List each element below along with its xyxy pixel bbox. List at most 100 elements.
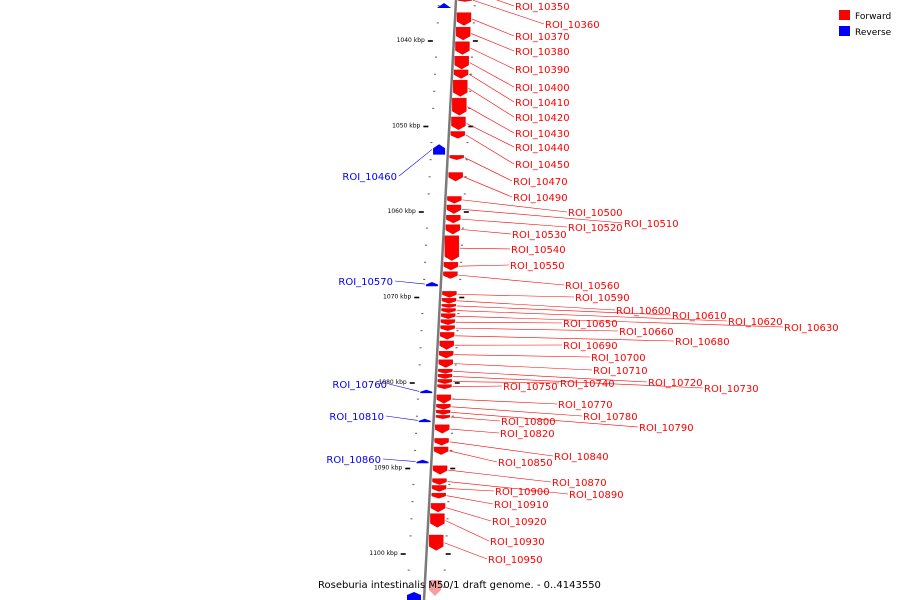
legend-forward-swatch <box>839 10 850 20</box>
label-callout-line <box>452 385 503 388</box>
gene-feature-forward <box>434 438 449 446</box>
label-callout-line <box>463 176 513 198</box>
gene-feature-forward <box>441 308 456 313</box>
feature-label: ROI_10660 <box>619 327 674 338</box>
label-callout-line <box>450 416 501 422</box>
feature-label: ROI_10620 <box>728 317 783 328</box>
label-callout-line <box>455 327 619 332</box>
gene-feature-forward <box>444 235 460 261</box>
genome-backbone <box>422 0 458 600</box>
gene-feature-forward <box>439 351 454 359</box>
label-callout-line <box>445 520 490 542</box>
gene-feature-forward <box>448 172 463 182</box>
label-callout-line <box>466 123 515 148</box>
feature-label: ROI_10860 <box>326 455 381 466</box>
label-callout-line <box>455 335 675 342</box>
label-callout-line <box>461 208 624 224</box>
feature-label: ROI_10820 <box>500 429 555 440</box>
feature-label: ROI_10420 <box>515 113 570 124</box>
gene-feature-forward <box>433 446 449 455</box>
label-callouts <box>382 0 784 560</box>
feature-label: ROI_10490 <box>513 193 568 204</box>
gene-feature-forward <box>437 374 453 379</box>
gene-feature-forward <box>435 424 450 434</box>
gene-feature-forward <box>443 271 458 279</box>
label-callout-line <box>459 247 511 250</box>
feature-label: ROI_10780 <box>583 412 638 423</box>
feature-label: ROI_10370 <box>515 32 570 43</box>
feature-label: ROI_10760 <box>332 380 387 391</box>
label-callout-line <box>385 415 418 421</box>
label-callout-line <box>471 18 515 37</box>
feature-label: ROI_10430 <box>515 129 570 140</box>
feature-label: ROI_10450 <box>515 160 570 171</box>
feature-label: ROI_10470 <box>513 177 568 188</box>
gene-feature-forward <box>447 196 462 204</box>
feature-label: ROI_10500 <box>568 208 623 219</box>
feature-label: ROI_10740 <box>560 379 615 390</box>
gene-feature-forward <box>431 492 446 499</box>
label-callout-line <box>456 310 728 322</box>
gene-feature-forward <box>451 116 466 131</box>
label-callout-line <box>446 507 492 522</box>
feature-label: ROI_10900 <box>495 487 550 498</box>
kbp-ticks: 1040 kbp 1050 kbp 1060 kbp 1070 kbp 1080 kbp… <box>369 5 478 588</box>
feature-label: ROI_10750 <box>503 382 558 393</box>
feature-label: ROI_10690 <box>563 341 618 352</box>
feature-label: ROI_10650 <box>563 319 618 330</box>
label-callout-line <box>453 363 593 371</box>
gene-feature-forward <box>456 12 472 26</box>
label-callout-line <box>468 88 515 118</box>
label-callout-line <box>464 157 513 182</box>
gene-feature-forward <box>432 478 447 485</box>
legend-reverse-label: Reverse <box>855 28 892 38</box>
label-callout-line <box>449 450 498 463</box>
feature-label: ROI_10770 <box>558 400 613 411</box>
feature-label: ROI_10920 <box>492 517 547 528</box>
feature-label: ROI_10350 <box>515 2 570 13</box>
label-callout-line <box>452 381 560 384</box>
feature-label: ROI_10400 <box>515 83 570 94</box>
kbp-tick-label: 1040 kbp <box>397 37 425 44</box>
genome-caption: Roseburia intestinalis M50/1 draft genom… <box>318 580 601 591</box>
gene-feature-reverse <box>433 144 446 155</box>
feature-label: ROI_10510 <box>624 219 679 230</box>
gene-feature-forward <box>431 485 447 492</box>
feature-label: ROI_10630 <box>784 323 839 334</box>
feature-label: ROI_10410 <box>515 98 570 109</box>
gene-feature-forward <box>441 298 457 304</box>
gene-feature-forward <box>445 224 461 235</box>
gene-feature-forward <box>438 359 453 368</box>
feature-label: ROI_10380 <box>515 47 570 58</box>
gene-feature-forward <box>440 319 456 325</box>
label-callout-line <box>388 383 420 392</box>
label-callout-line <box>453 371 648 383</box>
label-callout-line <box>444 542 488 560</box>
label-callout-line <box>448 469 552 483</box>
gene-feature-forward <box>449 155 464 160</box>
gene-feature-forward <box>429 580 441 596</box>
gene-feature-forward <box>430 503 446 513</box>
feature-label: ROI_10680 <box>675 337 730 348</box>
gene-feature-forward <box>455 41 470 55</box>
feature-label: ROI_10700 <box>591 353 646 364</box>
label-callout-line <box>447 488 495 492</box>
gene-feature-forward <box>454 56 469 70</box>
gene-feature-forward <box>441 303 456 308</box>
gene-feature-forward <box>430 513 445 528</box>
label-callout-line <box>456 315 784 328</box>
label-callout-line <box>449 441 554 457</box>
feature-label: ROI_10600 <box>616 306 671 317</box>
kbp-tick-label: 1070 kbp <box>383 294 411 301</box>
gene-feature-forward <box>450 131 466 139</box>
feature-label: ROI_10540 <box>511 245 566 256</box>
label-callout-line <box>456 305 672 316</box>
gene-feature-forward <box>435 415 451 419</box>
gene-feature-forward <box>453 79 468 97</box>
gene-feature-reverse <box>416 459 429 464</box>
kbp-tick-label: 1100 kbp <box>369 550 397 557</box>
feature-label: ROI_10570 <box>338 277 393 288</box>
label-callout-line <box>382 458 416 462</box>
